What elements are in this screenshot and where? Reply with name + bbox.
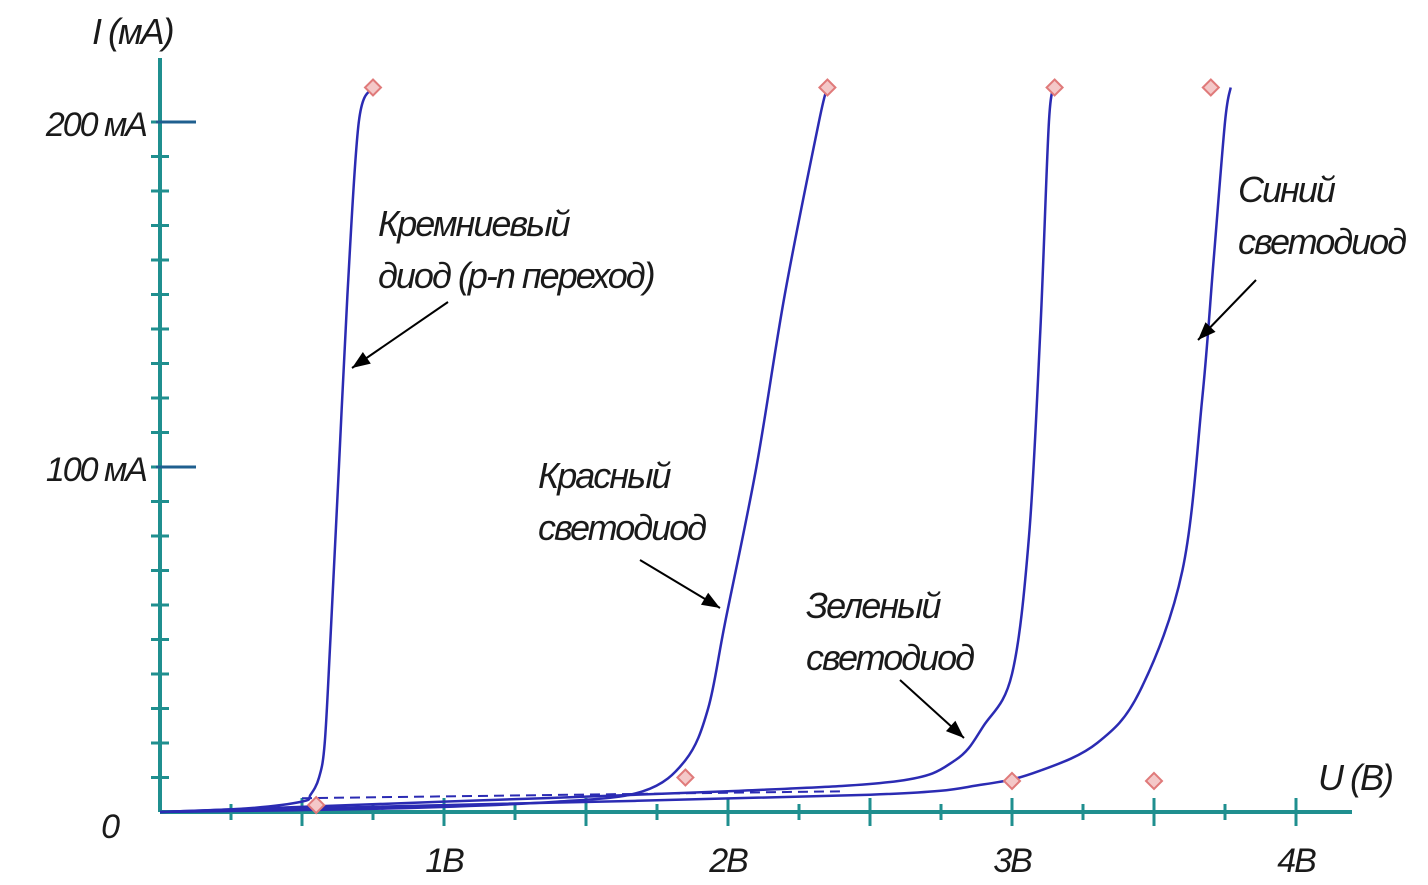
silicon-diode-label-line: диод (p-n переход) bbox=[378, 255, 654, 296]
silicon-diode-label-line: Кремниевый bbox=[378, 203, 571, 244]
silicon-diode-curve bbox=[159, 86, 375, 814]
diamond-marker bbox=[1144, 771, 1164, 791]
y-tick-label: 200 мА bbox=[45, 106, 146, 144]
green-led-curve bbox=[159, 87, 1056, 814]
diamond-marker bbox=[1002, 771, 1022, 791]
blue-led-label-line: Синий bbox=[1238, 169, 1336, 210]
x-axis-title: U (В) bbox=[1318, 757, 1392, 798]
axes bbox=[151, 58, 1352, 826]
x-tick-label: 4В bbox=[1277, 842, 1316, 880]
red-led-curve bbox=[159, 87, 829, 814]
green-led-arrow-head bbox=[945, 720, 964, 738]
y-tick-label: 0 bbox=[101, 808, 120, 846]
curves bbox=[159, 86, 1232, 814]
green-led-label-line: светодиод bbox=[806, 637, 974, 678]
baseline-dashed-trace bbox=[301, 790, 842, 800]
blue-led-curve bbox=[159, 87, 1232, 814]
diamond-marker bbox=[306, 795, 326, 815]
blue-led-arrow-head bbox=[1198, 322, 1216, 340]
silicon-diode-arrow-head bbox=[352, 352, 371, 368]
x-tick-label: 2В bbox=[708, 842, 748, 880]
red-led-arrow-head bbox=[700, 592, 720, 608]
x-tick-label: 1В bbox=[425, 842, 464, 880]
blue-led-label-line: светодиод bbox=[1238, 221, 1406, 262]
markers bbox=[306, 78, 1221, 815]
diamond-marker bbox=[817, 78, 837, 97]
diamond-marker bbox=[1201, 78, 1221, 97]
y-axis-title: I (мА) bbox=[92, 11, 173, 52]
y-tick-label: 100 мА bbox=[46, 451, 146, 489]
diamond-marker bbox=[1045, 78, 1065, 97]
x-tick-label: 3В bbox=[993, 842, 1032, 880]
green-led-label-line: Зеленый bbox=[806, 585, 942, 626]
diamond-marker bbox=[675, 768, 695, 787]
red-led-label-line: светодиод bbox=[538, 507, 706, 548]
labels: 1В 2В 3В 4В 0 100 мА 200 мА I (мА) U (В) Кремниев… bbox=[45, 11, 1408, 880]
diamond-marker bbox=[363, 78, 383, 97]
red-led-label-line: Красный bbox=[538, 455, 672, 496]
silicon-diode-arrow-shaft bbox=[351, 301, 449, 369]
callout-arrows bbox=[351, 279, 1257, 739]
